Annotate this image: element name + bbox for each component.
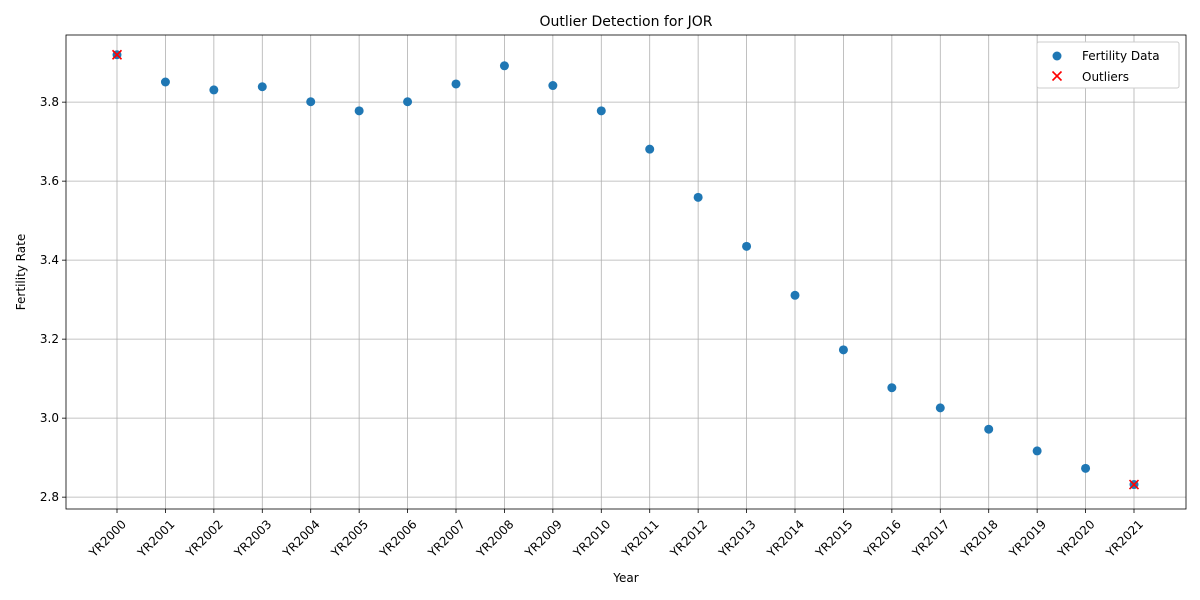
data-point bbox=[790, 290, 800, 300]
data-point bbox=[306, 97, 316, 107]
x-tick-label: YR2017 bbox=[909, 517, 952, 560]
data-point bbox=[838, 345, 848, 355]
y-tick-label: 2.8 bbox=[40, 490, 59, 504]
x-tick-label: YR2001 bbox=[134, 517, 177, 560]
x-tick-label: YR2011 bbox=[618, 517, 661, 560]
outlier-stroke bbox=[1128, 479, 1140, 490]
x-tick-label: YR2004 bbox=[279, 517, 322, 560]
x-tick-label: YR2000 bbox=[86, 517, 129, 560]
legend-label-fertility-data: Fertility Data bbox=[1082, 49, 1160, 63]
x-tick-label: YR2008 bbox=[473, 517, 516, 560]
x-tick-label: YR2002 bbox=[183, 517, 226, 560]
legend: Fertility Data Outliers bbox=[1036, 41, 1180, 89]
y-tick-label: 3.8 bbox=[40, 95, 59, 109]
y-axis: 2.8 3.0 3.2 3.4 3.6 3.8 bbox=[40, 95, 66, 504]
x-tick-label: YR2010 bbox=[570, 517, 613, 560]
data-point bbox=[935, 403, 945, 413]
outlier-stroke bbox=[1051, 70, 1063, 82]
x-tick-label: YR2007 bbox=[425, 517, 468, 560]
legend-marker-outliers bbox=[1051, 70, 1063, 82]
y-tick-label: 3.6 bbox=[40, 174, 59, 188]
x-tick-label: YR2015 bbox=[812, 517, 855, 560]
data-point bbox=[403, 97, 413, 107]
x-tick-label: YR2019 bbox=[1006, 517, 1049, 560]
legend-box bbox=[1036, 41, 1180, 89]
data-point bbox=[499, 61, 509, 71]
data-point bbox=[693, 192, 703, 202]
plot-frame bbox=[65, 34, 1187, 510]
data-point bbox=[742, 241, 752, 251]
x-tick-label: YR2020 bbox=[1054, 517, 1097, 560]
x-tick-label: YR2013 bbox=[715, 517, 758, 560]
data-point bbox=[596, 106, 606, 116]
outlier-marker bbox=[1128, 479, 1140, 490]
x-tick-label: YR2021 bbox=[1103, 517, 1146, 560]
y-tick-label: 3.4 bbox=[40, 253, 59, 267]
legend-outlier-x bbox=[1051, 70, 1063, 82]
y-tick-label: 3.0 bbox=[40, 411, 59, 425]
data-point bbox=[984, 424, 994, 434]
x-tick-label: YR2003 bbox=[231, 517, 274, 560]
data-point bbox=[354, 106, 364, 116]
chart-title: Outlier Detection for JOR bbox=[539, 14, 712, 30]
legend-label-outliers: Outliers bbox=[1082, 70, 1129, 84]
legend-marker-fertility-data bbox=[1052, 51, 1062, 61]
data-point bbox=[1032, 446, 1042, 456]
x-tick-label: YR2016 bbox=[861, 517, 904, 560]
x-axis: YR2000 YR2001 YR2002 YR2003 YR2004 YR2005 YR20… bbox=[86, 509, 1146, 560]
data-point bbox=[209, 85, 219, 95]
data-point bbox=[451, 79, 461, 89]
y-axis-label: Fertility Rate bbox=[14, 234, 28, 310]
data-points bbox=[111, 49, 1140, 490]
data-point bbox=[1081, 463, 1091, 473]
x-axis-label: Year bbox=[612, 571, 638, 585]
data-point bbox=[887, 383, 897, 393]
x-tick-label: YR2018 bbox=[957, 517, 1000, 560]
y-tick-label: 3.2 bbox=[40, 332, 59, 346]
data-point bbox=[160, 77, 170, 87]
x-tick-label: YR2012 bbox=[667, 517, 710, 560]
x-tick-label: YR2005 bbox=[328, 517, 371, 560]
outlier-marker bbox=[111, 49, 123, 60]
data-point bbox=[645, 144, 655, 154]
x-tick-label: YR2009 bbox=[522, 517, 565, 560]
x-tick-label: YR2014 bbox=[764, 517, 807, 560]
data-point bbox=[548, 81, 558, 91]
data-point bbox=[257, 82, 267, 92]
grid-lines bbox=[66, 35, 1186, 509]
outlier-stroke bbox=[111, 49, 123, 60]
x-tick-label: YR2006 bbox=[376, 517, 419, 560]
